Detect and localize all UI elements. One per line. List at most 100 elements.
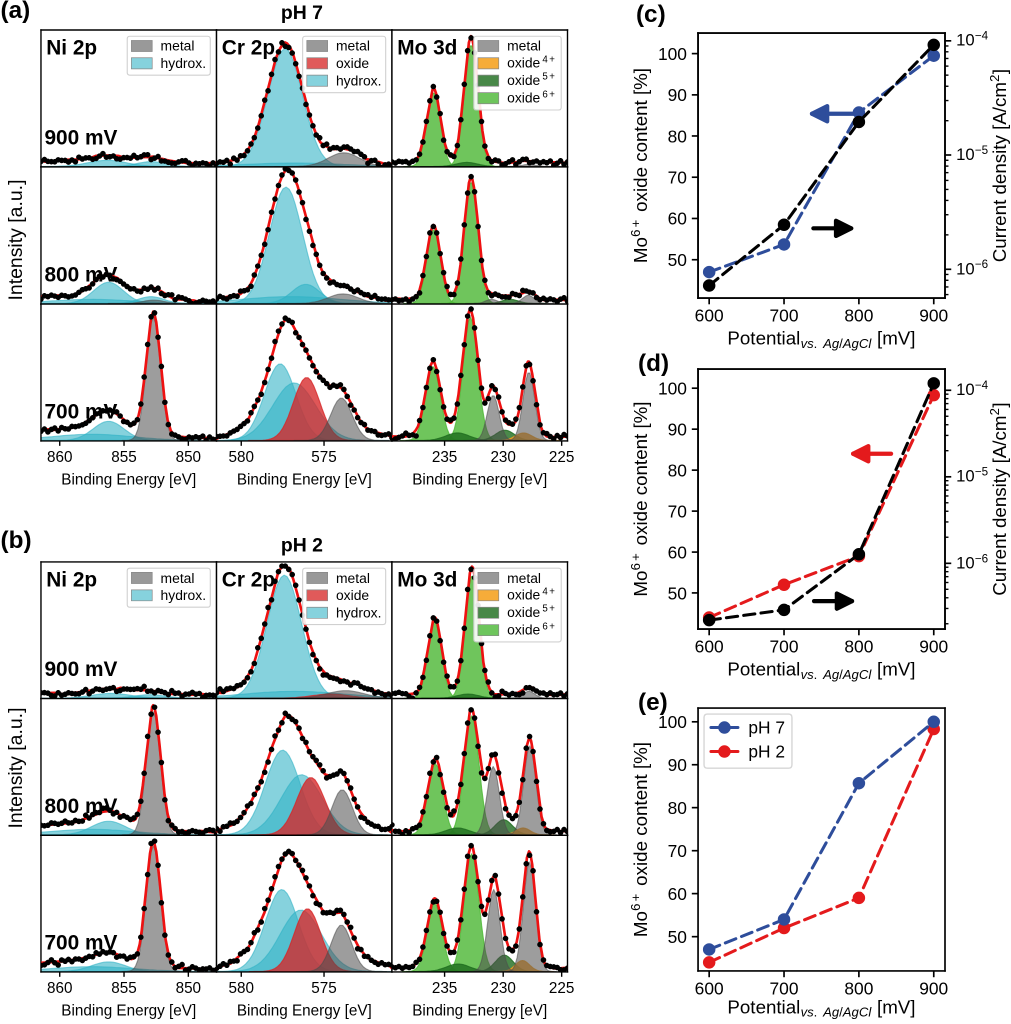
svg-text:100: 100: [658, 44, 687, 64]
svg-text:P o t e n t i a l [ m V ] v: P o t e n t i a l [ m V ] v s A g A g C …: [727, 994, 921, 1022]
svg-text:Binding Energy [eV]: Binding Energy [eV]: [237, 1002, 372, 1019]
svg-text:230: 230: [490, 449, 515, 466]
svg-text:80: 80: [668, 460, 687, 480]
svg-text:800: 800: [844, 979, 873, 999]
svg-text:(c): (c): [636, 1, 666, 28]
svg-text:860: 860: [47, 449, 72, 466]
svg-text:850: 850: [176, 449, 201, 466]
svg-text:1 0 − 6: 1 0 − 6: [956, 248, 988, 279]
svg-text:70: 70: [668, 167, 687, 187]
svg-text:600: 600: [695, 306, 724, 326]
svg-text:o x i d e 4 +: o x i d e 4 +: [507, 574, 555, 604]
svg-text:800 mV: 800 mV: [44, 263, 117, 286]
svg-text:50: 50: [668, 927, 687, 947]
svg-text:900 mV: 900 mV: [44, 126, 117, 149]
svg-text:600: 600: [695, 979, 724, 999]
svg-text:Cr 2p: Cr 2p: [222, 37, 275, 60]
svg-text:Binding Energy [eV]: Binding Energy [eV]: [412, 471, 547, 488]
svg-text:855: 855: [111, 449, 136, 466]
svg-text:o x i d e 4 +: o x i d e 4 +: [507, 42, 555, 72]
svg-text:o x i d e 5 +: o x i d e 5 +: [507, 592, 555, 622]
svg-text:(e): (e): [638, 689, 668, 716]
svg-text:M o o x i d e c o n t e n: M o o x i d e c o n t e n t [ % ] 6 +: [620, 62, 652, 263]
svg-text:900: 900: [919, 979, 948, 999]
svg-text:1 0 − 6: 1 0 − 6: [956, 542, 988, 573]
svg-text:C u r r e n t d e n s i t y: C u r r e n t d e n s i t y [ A / c m ] …: [986, 396, 1011, 596]
svg-text:Mo 3d: Mo 3d: [397, 569, 457, 592]
svg-text:(b): (b): [1, 527, 32, 554]
svg-text:pH 7: pH 7: [281, 2, 323, 24]
svg-text:900: 900: [919, 637, 948, 657]
svg-text:100: 100: [658, 712, 687, 732]
svg-text:1 0 − 5: 1 0 − 5: [956, 456, 988, 487]
svg-text:1 0 − 5: 1 0 − 5: [956, 134, 988, 165]
svg-text:Ni 2p: Ni 2p: [46, 37, 97, 60]
svg-text:Intensity [a.u.]: Intensity [a.u.]: [5, 180, 27, 301]
svg-text:hydrox.: hydrox.: [161, 587, 207, 603]
svg-text:575: 575: [311, 980, 336, 997]
svg-text:225: 225: [549, 980, 574, 997]
svg-text:60: 60: [668, 209, 687, 229]
svg-text:Cr 2p: Cr 2p: [222, 569, 275, 592]
svg-text:C u r r e n t d e n s i t y: C u r r e n t d e n s i t y [ A / c m ] …: [986, 63, 1011, 263]
svg-text:1 0 − 4: 1 0 − 4: [956, 20, 989, 51]
svg-text:o x i d e 6 +: o x i d e 6 +: [507, 77, 555, 107]
svg-text:oxide: oxide: [336, 55, 369, 71]
svg-text:60: 60: [668, 884, 687, 904]
svg-text:Binding Energy [eV]: Binding Energy [eV]: [61, 471, 196, 488]
svg-text:Mo 3d: Mo 3d: [397, 37, 457, 60]
svg-text:P o t e n t i a l [ m V ] v: P o t e n t i a l [ m V ] v s A g A g C …: [727, 656, 921, 684]
svg-text:50: 50: [668, 250, 687, 270]
svg-text:Intensity [a.u.]: Intensity [a.u.]: [5, 708, 27, 829]
svg-text:90: 90: [668, 755, 687, 775]
svg-text:pH 2: pH 2: [281, 535, 323, 557]
svg-text:(a): (a): [1, 0, 31, 24]
svg-text:600: 600: [695, 637, 724, 657]
svg-text:oxide: oxide: [336, 587, 369, 603]
svg-text:o x i d e 6 +: o x i d e 6 +: [507, 609, 555, 639]
svg-text:M o o x i d e c o n t e n: M o o x i d e c o n t e n t [ % ] 6 +: [620, 736, 652, 937]
svg-text:1 0 − 4: 1 0 − 4: [956, 369, 989, 400]
svg-text:pH 7: pH 7: [748, 718, 785, 738]
svg-text:230: 230: [490, 980, 515, 997]
svg-text:o x i d e 5 +: o x i d e 5 +: [507, 60, 555, 90]
svg-text:860: 860: [47, 980, 72, 997]
svg-text:80: 80: [668, 126, 687, 146]
svg-text:hydrox.: hydrox.: [336, 73, 382, 89]
svg-text:P o t e n t i a l [ m V ] v: P o t e n t i a l [ m V ] v s A g A g C …: [727, 325, 921, 353]
svg-text:(d): (d): [638, 350, 669, 377]
svg-text:800: 800: [844, 306, 873, 326]
svg-text:hydrox.: hydrox.: [161, 55, 207, 71]
svg-text:metal: metal: [336, 570, 370, 586]
svg-text:900: 900: [919, 306, 948, 326]
svg-text:80: 80: [668, 798, 687, 818]
svg-text:90: 90: [668, 85, 687, 105]
svg-text:855: 855: [111, 980, 136, 997]
svg-text:Ni 2p: Ni 2p: [46, 569, 97, 592]
svg-text:metal: metal: [161, 38, 195, 54]
svg-text:Binding Energy [eV]: Binding Energy [eV]: [61, 1002, 196, 1019]
svg-text:Binding Energy [eV]: Binding Energy [eV]: [237, 471, 372, 488]
svg-text:metal: metal: [161, 570, 195, 586]
svg-text:700 mV: 700 mV: [44, 931, 117, 954]
svg-text:580: 580: [229, 980, 254, 997]
svg-text:235: 235: [432, 449, 457, 466]
svg-text:800: 800: [844, 637, 873, 657]
svg-text:metal: metal: [507, 38, 541, 54]
svg-text:235: 235: [432, 980, 457, 997]
svg-text:70: 70: [668, 501, 687, 521]
svg-text:90: 90: [668, 419, 687, 439]
svg-text:70: 70: [668, 841, 687, 861]
svg-text:700 mV: 700 mV: [44, 400, 117, 423]
svg-text:700: 700: [770, 306, 799, 326]
svg-text:hydrox.: hydrox.: [336, 605, 382, 621]
svg-text:60: 60: [668, 542, 687, 562]
svg-text:700: 700: [770, 979, 799, 999]
svg-text:metal: metal: [507, 570, 541, 586]
svg-text:M o o x i d e c o n t e n: M o o x i d e c o n t e n t [ % ] 6 +: [620, 395, 652, 596]
svg-text:575: 575: [311, 449, 336, 466]
svg-text:700: 700: [770, 637, 799, 657]
svg-text:100: 100: [658, 379, 687, 399]
svg-text:580: 580: [229, 449, 254, 466]
svg-text:Binding Energy [eV]: Binding Energy [eV]: [412, 1002, 547, 1019]
